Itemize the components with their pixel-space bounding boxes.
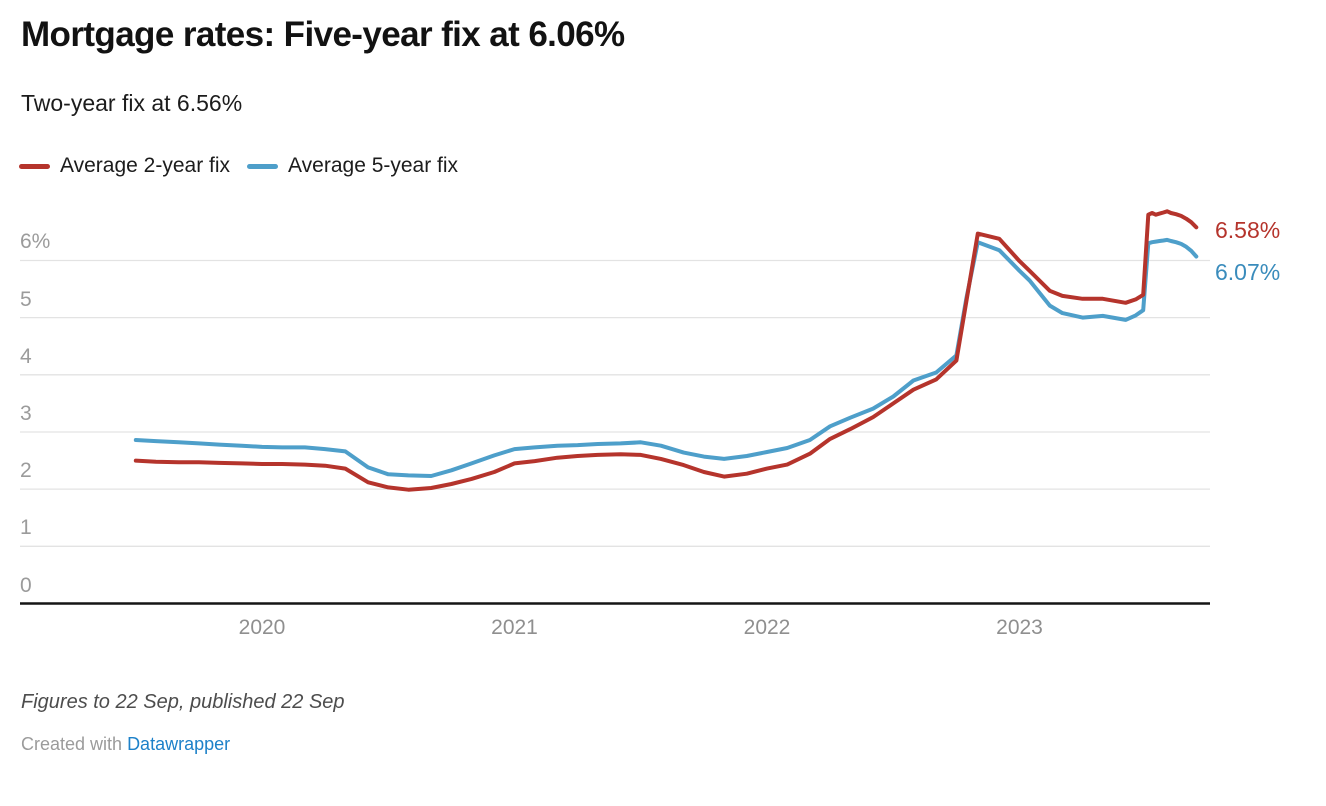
x-tick-label: 2021 bbox=[491, 616, 538, 639]
y-tick-label: 4 bbox=[20, 344, 32, 368]
legend-label-2yr: Average 2-year fix bbox=[60, 154, 231, 177]
y-tick-label: 6% bbox=[20, 230, 51, 254]
attribution-prefix: Created with bbox=[21, 734, 128, 754]
x-tick-label: 2020 bbox=[238, 616, 286, 639]
y-tick-label: 1 bbox=[20, 516, 32, 540]
datawrapper-link[interactable]: Datawrapper bbox=[127, 734, 231, 754]
chart-subtitle: Two-year fix at 6.56% bbox=[21, 90, 243, 116]
x-tick-label: 2023 bbox=[996, 616, 1043, 639]
legend-dash-2yr-icon bbox=[19, 163, 50, 169]
x-tick-label: 2022 bbox=[743, 616, 791, 639]
legend-item-5yr[interactable]: Average 5-year fix bbox=[247, 154, 458, 178]
legend: Average 2-year fix Average 5-year fix bbox=[19, 154, 458, 178]
footer-notes: Figures to 22 Sep, published 22 Sep bbox=[21, 691, 345, 713]
legend-item-2yr[interactable]: Average 2-year fix bbox=[19, 154, 230, 178]
series-line-5yr[interactable] bbox=[133, 237, 1199, 478]
series-line-2yr[interactable] bbox=[133, 209, 1199, 492]
legend-dash-5yr-icon bbox=[247, 163, 279, 169]
end-value-label-2yr: 6.58% bbox=[1215, 217, 1281, 243]
end-value-label-5yr: 6.07% bbox=[1215, 259, 1281, 285]
y-tick-label: 5 bbox=[20, 287, 32, 311]
y-tick-label: 2 bbox=[20, 459, 32, 483]
y-tick-label: 0 bbox=[20, 573, 32, 597]
y-tick-label: 3 bbox=[20, 401, 32, 425]
attribution: Created with Datawrapper bbox=[21, 734, 230, 755]
legend-label-5yr: Average 5-year fix bbox=[288, 154, 459, 177]
page-title: Mortgage rates: Five-year fix at 6.06% bbox=[21, 15, 625, 54]
